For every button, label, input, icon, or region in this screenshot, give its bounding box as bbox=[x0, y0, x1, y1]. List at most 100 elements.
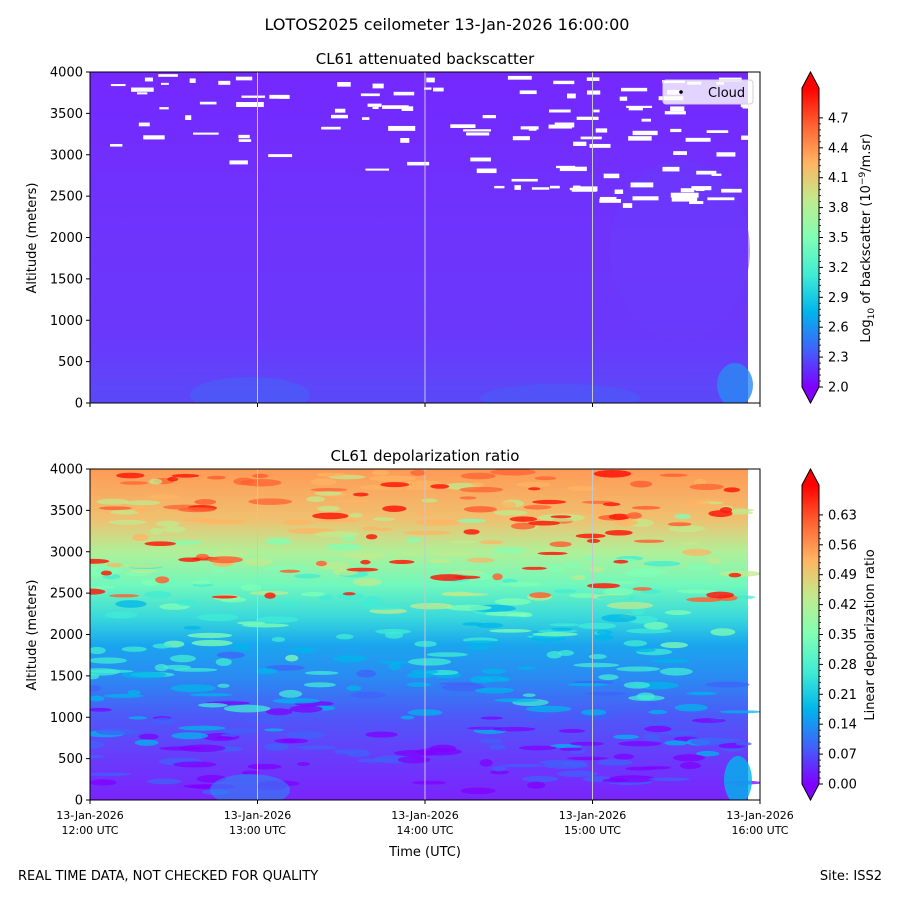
cloud-fleck bbox=[337, 82, 351, 87]
depolarization-patch bbox=[252, 473, 269, 478]
depolarization-patch bbox=[719, 710, 760, 714]
depolarization-patch bbox=[566, 756, 609, 761]
depolarization-patch bbox=[644, 725, 672, 733]
depolarization-patch bbox=[510, 522, 536, 530]
depolarization-patch bbox=[285, 654, 299, 662]
figure-suptitle: LOTOS2025 ceilometer 13-Jan-2026 16:00:0… bbox=[265, 15, 630, 34]
x-tick-date-label: 13-Jan-2026 bbox=[224, 809, 292, 822]
depolarization-patch bbox=[173, 761, 217, 768]
depolarization-patch bbox=[559, 747, 583, 751]
cloud-fleck bbox=[433, 87, 444, 92]
depolarization-patch bbox=[623, 640, 648, 647]
depolarization-patch bbox=[90, 673, 100, 680]
depolarization-patch bbox=[445, 604, 492, 611]
depolarization-y-axis: 0 500 1000 1500 2000 2500 3000 3500 4000 bbox=[50, 463, 90, 809]
depolarization-patch bbox=[690, 737, 725, 746]
cloud-fleck bbox=[580, 136, 602, 140]
depolarization-texture bbox=[90, 469, 760, 795]
depolarization-patch bbox=[178, 557, 202, 562]
cloud-fleck bbox=[549, 185, 560, 189]
cloud-fleck bbox=[511, 178, 538, 182]
depolarization-patch bbox=[492, 765, 507, 772]
depolarization-patch bbox=[588, 653, 607, 660]
depolarization-patch bbox=[207, 475, 226, 480]
depolarization-patch bbox=[691, 718, 726, 723]
depolarization-patch bbox=[312, 512, 349, 520]
depolarization-colorbar: 0.00 0.07 0.14 0.21 0.28 0.35 0.42 0.49 0.56 0.63… bbox=[801, 467, 878, 802]
depolarization-patch bbox=[499, 501, 517, 509]
depolarization-patch bbox=[368, 475, 417, 482]
depolarization-patch bbox=[643, 560, 681, 567]
depolarization-patch bbox=[127, 689, 141, 696]
colorbar-tick-label: 2.6 bbox=[828, 321, 849, 336]
cloud-fleck bbox=[229, 160, 248, 165]
depolarization-patch bbox=[317, 505, 341, 512]
y-tick-label: 2500 bbox=[50, 190, 83, 205]
cloud-fleck bbox=[512, 136, 530, 141]
cloud-fleck bbox=[138, 122, 150, 127]
colorbar-tick-label: 3.5 bbox=[828, 231, 849, 246]
depolarization-patch bbox=[90, 585, 116, 589]
cloud-fleck bbox=[407, 161, 430, 166]
depolarization-patch bbox=[90, 707, 113, 712]
depolarization-patch bbox=[481, 668, 506, 675]
depolarization-patch bbox=[664, 610, 692, 616]
depolarization-patch bbox=[596, 595, 636, 601]
cloud-fleck bbox=[706, 130, 729, 133]
cloud-fleck bbox=[628, 136, 652, 141]
depolarization-patch bbox=[459, 486, 504, 493]
depolarization-patch bbox=[551, 627, 573, 631]
depolarization-colorbar-label: Linear depolarization ratio bbox=[863, 549, 878, 720]
depolarization-patch bbox=[403, 530, 451, 535]
depolarization-patch bbox=[265, 566, 307, 571]
depolarization-patch bbox=[636, 692, 655, 701]
depolarization-patch bbox=[352, 578, 382, 587]
depolarization-patch bbox=[602, 502, 621, 507]
cloud-fleck bbox=[664, 111, 686, 115]
cloud-legend: Cloud bbox=[662, 79, 754, 105]
depolarization-patch bbox=[110, 509, 140, 515]
depolarization-patch bbox=[352, 492, 369, 497]
depolarization-patch bbox=[215, 658, 232, 666]
colorbar-tick-label: 4.1 bbox=[828, 171, 849, 186]
depolarization-patch bbox=[191, 639, 233, 647]
depolarization-patch bbox=[271, 637, 286, 643]
colorbar-max-arrow-icon bbox=[802, 469, 819, 485]
depolarization-patch bbox=[613, 753, 635, 760]
depolarization-patch bbox=[223, 704, 271, 713]
depolarization-patch bbox=[488, 628, 532, 633]
colorbar-tick-label: 0.56 bbox=[828, 538, 857, 553]
cloud-fleck bbox=[520, 126, 539, 130]
cloud-fleck bbox=[235, 76, 253, 81]
depolarization-patch bbox=[596, 630, 613, 635]
y-tick-label: 1000 bbox=[50, 711, 83, 726]
depolarization-patch bbox=[115, 600, 147, 608]
depolarization-patch bbox=[567, 485, 596, 492]
cloud-fleck bbox=[362, 117, 370, 120]
depolarization-patch bbox=[667, 522, 692, 527]
depolarization-patch bbox=[240, 717, 285, 723]
depolarization-patch bbox=[416, 747, 462, 756]
x-tick-date-label: 13-Jan-2026 bbox=[391, 809, 459, 822]
cloud-fleck bbox=[110, 84, 126, 87]
cloud-fleck bbox=[382, 105, 409, 109]
depolarization-patch bbox=[293, 573, 321, 579]
cloud-fleck bbox=[670, 192, 699, 198]
y-tick-label: 1000 bbox=[50, 314, 83, 329]
depolarization-patch bbox=[406, 682, 432, 687]
depolarization-patch bbox=[264, 728, 284, 732]
depolarization-patch bbox=[237, 621, 266, 625]
depolarization-patch bbox=[350, 691, 386, 699]
cloud-fleck bbox=[711, 173, 722, 176]
quality-disclaimer: REAL TIME DATA, NOT CHECKED FOR QUALITY bbox=[18, 869, 319, 884]
cloud-fleck bbox=[548, 109, 571, 113]
cloud-fleck bbox=[160, 82, 169, 85]
depolarization-patch bbox=[492, 573, 503, 581]
depolarization-patch bbox=[687, 564, 714, 571]
colorbar-tick-label: 0.42 bbox=[828, 598, 857, 613]
cloud-fleck bbox=[641, 118, 651, 122]
depolarization-patch bbox=[623, 681, 651, 689]
depolarization-patch bbox=[106, 562, 123, 568]
cloud-fleck bbox=[400, 138, 410, 143]
depolarization-patch bbox=[642, 734, 661, 739]
